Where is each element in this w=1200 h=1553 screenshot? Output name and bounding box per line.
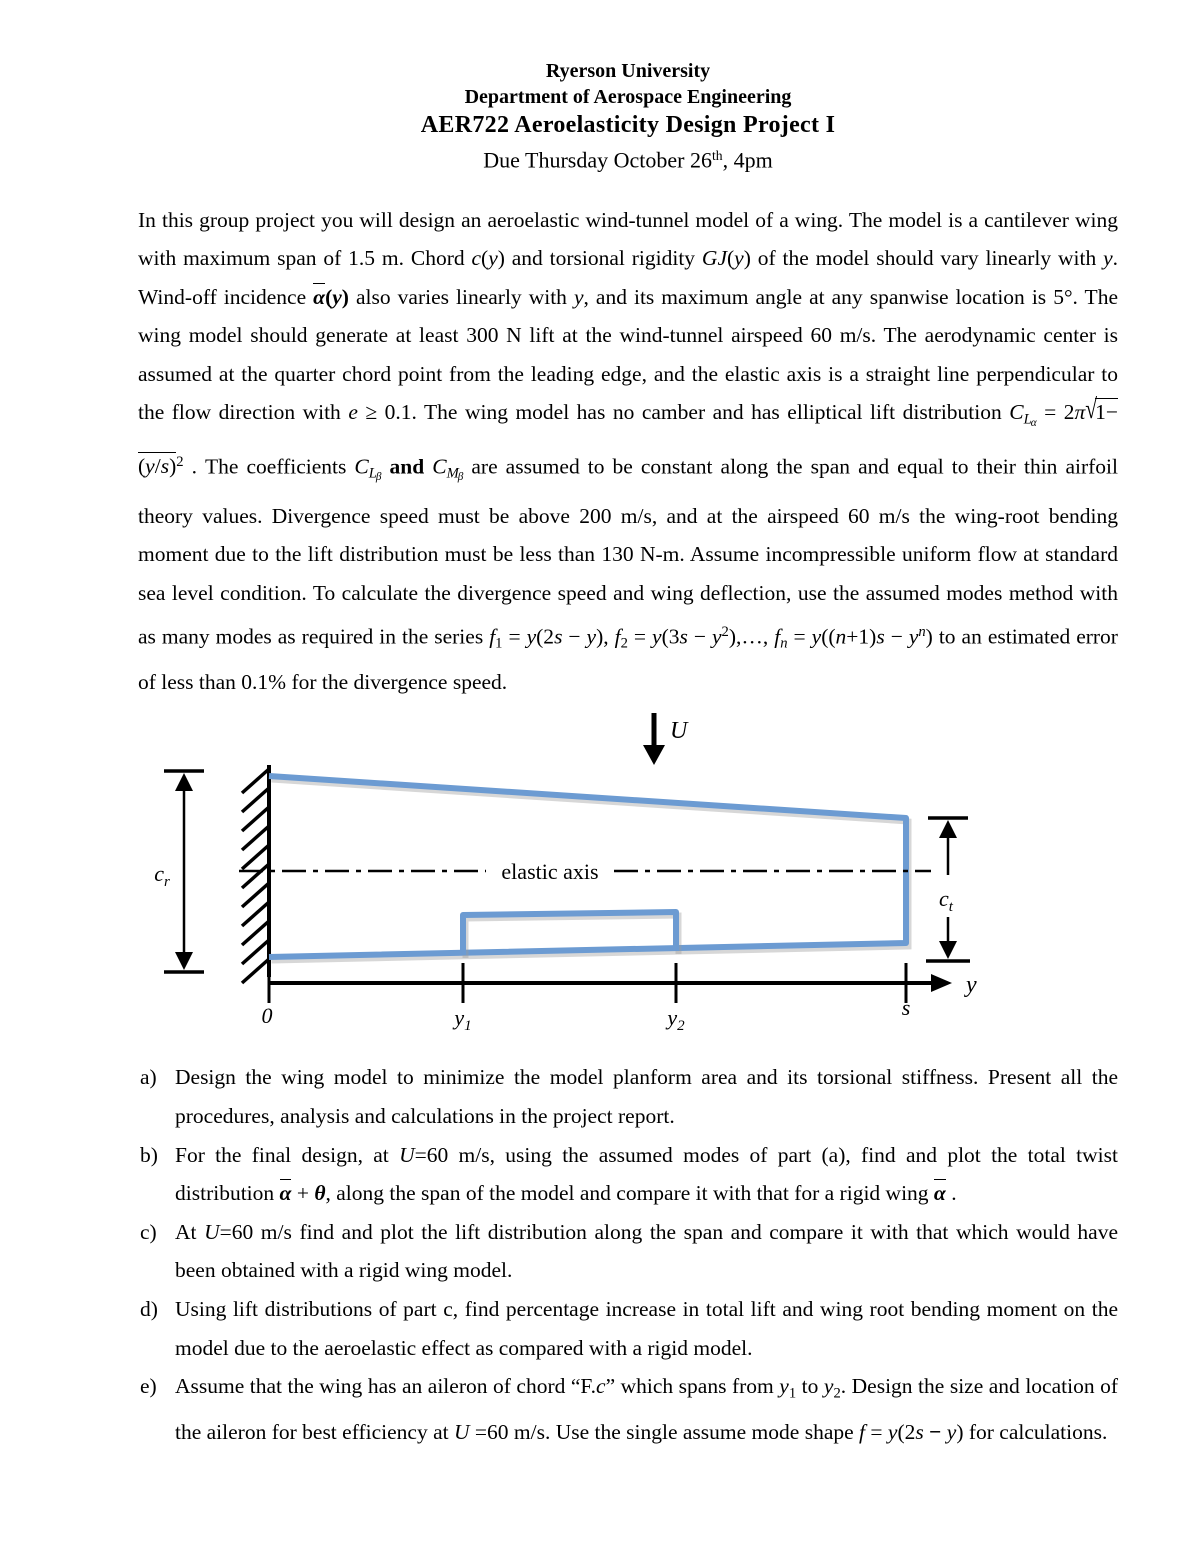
task-marker: c) [140, 1219, 157, 1244]
due-date-ordinal: th [711, 148, 723, 163]
header-due-date: Due Thursday October 26th, 4pm [138, 141, 1118, 175]
task-marker: d) [140, 1297, 158, 1321]
span-axis [267, 963, 952, 1004]
header-department: Department of Aerospace Engineering [464, 86, 792, 108]
tick-label-s: s [902, 995, 911, 1020]
task-list: a) Design the wing model to minimize the… [138, 1058, 1118, 1451]
page-content: Ryerson University Department of Aerospa… [138, 58, 1118, 1452]
header-block: Ryerson University Department of Aerospa… [138, 58, 1118, 175]
wing-planform-diagram: U [154, 713, 977, 1034]
wing-outline [268, 773, 912, 964]
tip-chord-dimension [926, 816, 970, 964]
task-item-a: a) Design the wing model to minimize the… [138, 1058, 1118, 1135]
task-item-e: e) Assume that the wing has an aileron o… [138, 1367, 1118, 1452]
root-chord-dimension [164, 769, 204, 975]
task-item-c: c) At U=60 m/s find and plot the lift di… [138, 1213, 1118, 1290]
tick-label-0: 0 [262, 1003, 273, 1028]
root-chord-label: cr [154, 861, 170, 890]
task-text: For the final design, at U=60 m/s, using… [175, 1142, 1118, 1206]
task-marker: a) [140, 1065, 157, 1090]
task-text: Design the wing model to minimize the mo… [175, 1065, 1118, 1129]
aileron-outline [460, 909, 682, 959]
header-university: Ryerson University [545, 60, 711, 82]
flow-label: U [670, 718, 689, 744]
tip-chord-label: ct [939, 886, 954, 915]
task-marker: e) [140, 1374, 157, 1399]
task-item-d: d) Using lift distributions of part c, f… [138, 1290, 1118, 1367]
tick-label-y1: y1 [452, 1005, 471, 1034]
task-text: Assume that the wing has an aileron of c… [175, 1374, 1118, 1445]
wall-hatching [240, 765, 271, 985]
due-date-text: Due Thursday October 26 [483, 147, 712, 173]
task-text: Using lift distributions of part c, find… [175, 1297, 1118, 1360]
header-course-title: AER722 Aeroelasticity Design Project I [420, 112, 836, 138]
tick-label-y2: y2 [665, 1005, 685, 1034]
task-marker: b) [140, 1142, 158, 1167]
flow-arrow: U [643, 713, 689, 766]
elastic-axis-label: elastic axis [501, 859, 598, 884]
due-date-time: , 4pm [722, 147, 773, 173]
wing-planform-figure: U [138, 705, 1118, 1050]
intro-paragraph: In this group project you will design an… [138, 207, 1119, 694]
task-text: At U=60 m/s find and plot the lift distr… [175, 1219, 1118, 1283]
task-item-b: b) For the final design, at U=60 m/s, us… [138, 1136, 1118, 1213]
axis-label-y: y [964, 972, 977, 998]
